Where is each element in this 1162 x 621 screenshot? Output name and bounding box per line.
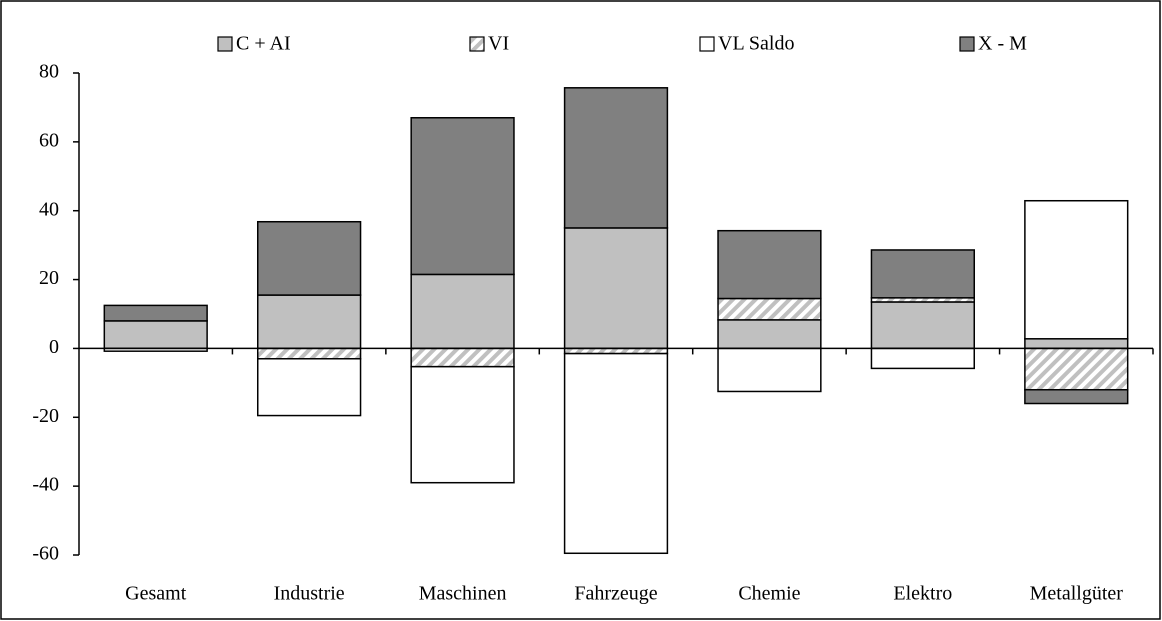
bar-segment [410,273,515,350]
y-tick-label: 60 [39,129,59,151]
y-tick-label: 0 [49,336,59,358]
legend-label: VL Saldo [718,33,794,55]
legend-label: VI [488,33,509,55]
bar-segment [410,365,515,484]
x-tick-label: Industrie [274,583,345,605]
bar-segment [256,358,362,417]
legend-swatch [469,36,485,52]
x-tick-label: Elektro [893,583,952,605]
legend-swatch [959,36,975,52]
y-tick-label: -20 [32,405,59,427]
bar-segment [1024,199,1129,340]
x-tick-label: Maschinen [419,583,507,605]
bar-segment [563,347,669,355]
plot-area: -60 -40 -20 0 20 40 60 80 Gesamt Industrie Maschin… [32,33,1154,605]
bar-segment [870,347,976,370]
y-tick-label: -60 [32,543,59,565]
y-tick-label: -40 [32,474,59,496]
bar-segment [870,249,976,299]
legend-swatch [217,36,233,52]
bar-segment [563,352,669,555]
bar-segment [103,320,208,350]
legend-label: X - M [978,33,1027,55]
bar-segment [256,294,362,350]
bar-segment [1024,388,1129,405]
bar-segment [563,87,669,229]
bar-segment [1024,347,1129,391]
y-tick-label: 80 [39,61,59,83]
y-tick-label: 20 [39,267,59,289]
bar-segment [717,319,822,350]
bar-segment [563,227,669,350]
bar-segment [410,347,515,368]
bar-segment [870,301,976,350]
bar-segment [717,347,822,393]
legend-label: C + AI [236,33,291,55]
bar-segment [1024,338,1129,350]
x-tick-label: Fahrzeuge [574,583,657,605]
x-tick-label: Metallgüter [1030,583,1124,605]
bar-segment [717,297,822,321]
bar-segment [256,220,362,296]
bar-segment [410,117,515,276]
bar-segment [103,304,208,322]
bar-segment [256,347,362,360]
x-tick-label: Gesamt [125,583,187,605]
y-tick-label: 40 [39,198,59,220]
x-tick-label: Chemie [738,583,800,605]
legend-swatch [699,36,715,52]
bar-segment [717,229,822,300]
